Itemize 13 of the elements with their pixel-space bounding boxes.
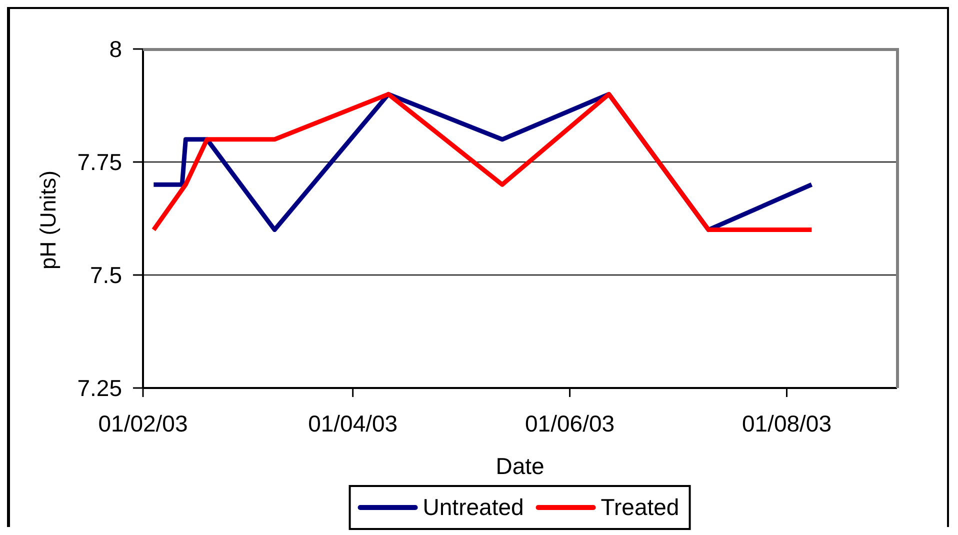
line-series (151, 92, 814, 232)
x-tick-label: 01/08/03 (742, 410, 832, 436)
legend-label: Treated (600, 494, 680, 520)
y-axis-title: pH (Units) (35, 170, 61, 270)
legend-label: Untreated (422, 494, 524, 520)
x-tick-label: 01/02/03 (98, 410, 188, 436)
y-tick-label: 7.5 (90, 262, 122, 288)
x-tick-label: 01/04/03 (308, 410, 398, 436)
y-tick-label: 7.75 (77, 149, 122, 176)
y-tick-label: 7.25 (77, 375, 122, 402)
y-tick-label: 8 (109, 36, 122, 62)
x-axis-title: Date (496, 453, 544, 480)
x-tick-label: 01/06/03 (525, 410, 615, 436)
